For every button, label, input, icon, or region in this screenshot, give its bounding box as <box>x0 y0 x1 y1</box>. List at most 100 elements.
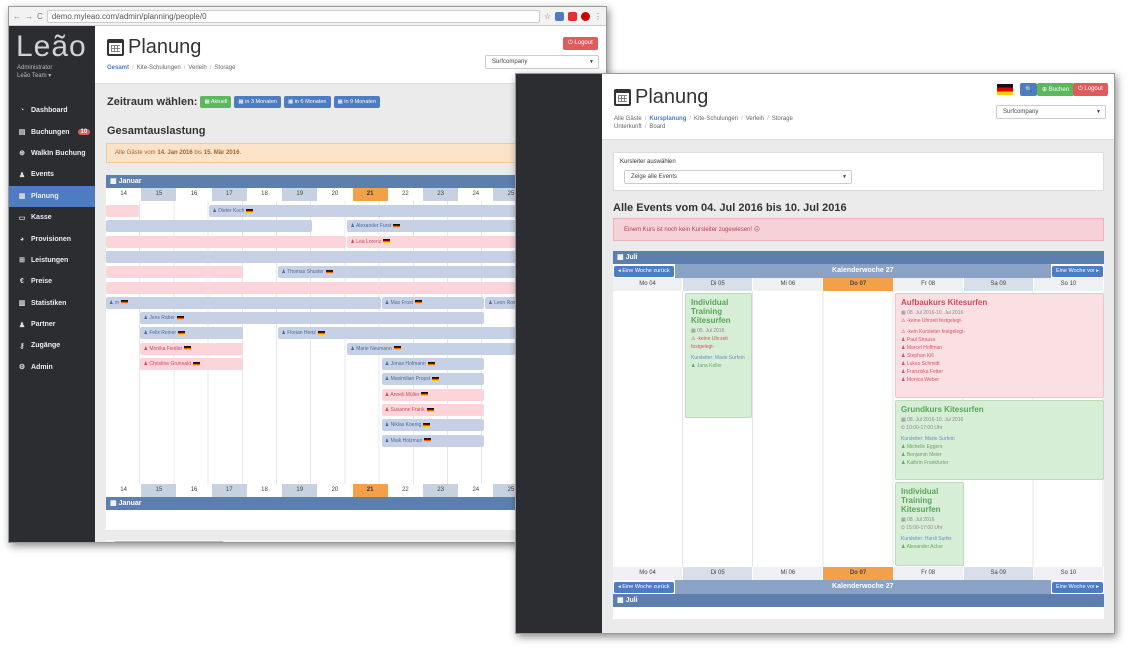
sidebar-item-leistungen[interactable]: ⊞ Leistungen <box>9 250 95 271</box>
sidebar-item-dashboard[interactable]: ◔ Dashboard <box>9 100 95 121</box>
german-flag-icon <box>424 438 432 443</box>
page-title: Planung <box>614 86 708 109</box>
booking-bar[interactable]: ♟ Maik Holzman <box>381 434 485 447</box>
booking-bar[interactable] <box>106 281 519 294</box>
breadcrumb-link[interactable]: Board <box>649 124 666 130</box>
day-cell: 23 <box>422 188 459 201</box>
booking-bar[interactable]: ♟ Jonas Hofmann <box>381 358 485 370</box>
booking-bar[interactable]: ♟ Christine Gruneald <box>140 358 243 370</box>
user-role: Administrator <box>17 65 53 71</box>
breadcrumb-link[interactable]: Unterkunft <box>614 124 642 130</box>
breadcrumb-link[interactable]: Kursplanung <box>649 116 687 122</box>
zeitraum-3m-button[interactable]: ▦ in 3 Monaten <box>234 96 281 108</box>
scroll-thumb[interactable] <box>114 541 224 542</box>
person-icon: ♟ <box>281 269 288 276</box>
breadcrumb-link[interactable]: Alle Gäste <box>614 116 642 122</box>
back-icon[interactable]: ← <box>13 11 21 21</box>
breadcrumb-link[interactable]: Storage <box>214 65 236 71</box>
breadcrumb-link[interactable]: Kite-Schulungen <box>136 65 181 71</box>
booking-bar[interactable] <box>106 205 140 217</box>
calendar-icon <box>614 89 631 106</box>
horizontal-scrollbar[interactable] <box>106 540 599 542</box>
sidebar-item-events[interactable]: ♟ Events <box>9 164 95 185</box>
booking-bar[interactable]: ♟ Monika Fiedler <box>140 342 243 355</box>
booking-bar[interactable] <box>106 235 347 248</box>
german-flag-icon <box>246 208 254 213</box>
german-flag-icon[interactable] <box>997 84 1013 95</box>
sidebar-item-label: Statistiken <box>31 299 67 307</box>
address-bar[interactable]: demo.myleao.com/admin/planning/people/0 <box>46 9 540 23</box>
guest-name: Susanne Frank <box>390 406 425 413</box>
sidebar-item-walkin-buchung[interactable]: ⊕ WalkIn Buchung <box>9 143 95 164</box>
booking-bar[interactable]: ♟ Maximilian Propst <box>381 373 485 386</box>
prev-week-button[interactable]: ◂ Eine Woche zurück <box>614 265 674 277</box>
next-week-button[interactable]: Eine Woche vor ▸ <box>1051 265 1103 277</box>
reload-icon[interactable]: C <box>37 11 43 21</box>
breadcrumb-separator: / <box>644 124 647 130</box>
star-icon[interactable]: ☆ <box>543 11 551 21</box>
event-card[interactable]: Individual Training Kitesurfen ▦ 05. Jul… <box>685 293 752 418</box>
event-card[interactable]: Grundkurs Kitesurfen ▦ 08. Jul 2016-10. … <box>895 400 1104 480</box>
sidebar-item-kasse[interactable]: ▭ Kasse <box>9 207 95 228</box>
guest-name: Alexander Acker <box>906 544 944 550</box>
sidebar-item-statistiken[interactable]: ▥ Statistiken <box>9 293 95 314</box>
prev-week-button[interactable]: ◂ Eine Woche zurück <box>614 581 674 593</box>
booking-bar[interactable]: ♟ m <box>106 296 381 309</box>
event-card[interactable]: Individual Training Kitesurfen ▦ 08. Jul… <box>895 482 964 566</box>
forward-icon[interactable]: → <box>25 11 33 21</box>
zeitraum-6m-button[interactable]: ▦ in 6 Monaten <box>283 96 331 108</box>
company-select[interactable]: Surfcompany ▼ <box>485 55 599 69</box>
weekday-cell: Fr 08 <box>893 567 964 580</box>
zeitraum-aktuell-label: Aktuell <box>210 99 228 105</box>
buchen-button[interactable]: ⊕ Buchen <box>1037 83 1075 96</box>
section-title: Alle Events vom 04. Jul 2016 bis 10. Jul… <box>613 202 847 214</box>
booking-bar[interactable]: ♟ Dieter Koch <box>209 205 519 217</box>
company-select[interactable]: Surfcompany ▼ <box>996 105 1106 119</box>
booking-bar[interactable]: ♟ Felix Reiner <box>140 327 243 340</box>
team-select[interactable]: Leão Team ▾ <box>17 73 52 79</box>
sidebar-item-preise[interactable]: € Preise <box>9 271 95 292</box>
breadcrumb-link[interactable]: Verleih <box>745 116 765 122</box>
weekday-cell: Mi 06 <box>753 567 824 580</box>
breadcrumb-link[interactable]: Gesamt <box>107 65 130 71</box>
guest-name: Florian Hertz <box>287 330 316 337</box>
page-header: Planung Alle Gäste / Kursplanung / Kite-Schu… <box>602 74 1114 140</box>
booking-bar[interactable] <box>106 250 519 263</box>
booking-bar[interactable] <box>106 266 243 279</box>
booking-bar[interactable]: ♟ Anneli Müller <box>381 388 485 401</box>
event-guest: ♟ Kathrin Frankfurter <box>901 460 949 466</box>
search-button[interactable]: 🔍 <box>1020 83 1038 96</box>
logout-button[interactable]: ⏻ Logout <box>563 37 598 50</box>
event-title: Grundkurs Kitesurfen <box>901 405 984 414</box>
next-week-button[interactable]: Eine Woche vor ▸ <box>1051 581 1103 593</box>
sidebar-item-planung[interactable]: ▦ Planung <box>9 185 95 207</box>
breadcrumb-link[interactable]: Verleih <box>188 65 207 71</box>
zeitraum-aktuell-button[interactable]: ▦ Aktuell <box>200 96 232 108</box>
week-nav: ◂ Eine Woche zurück Kalenderwoche 27 Ein… <box>613 264 1104 278</box>
sidebar-item-buchungen[interactable]: ▤ Buchungen 10 <box>9 121 95 142</box>
kursleiter-select[interactable]: Zeige alle Events ▼ <box>624 170 852 184</box>
breadcrumb-link[interactable]: Kite-Schulungen <box>694 116 739 122</box>
adblock-icon[interactable] <box>581 11 590 21</box>
dashboard-icon: ◔ <box>19 107 25 115</box>
day-footer: 1415161718192021222324252627 <box>106 484 599 497</box>
booking-bar[interactable] <box>106 220 312 233</box>
extension-icon[interactable] <box>568 11 577 21</box>
booking-bar[interactable]: ♟ Niklas Koenig <box>381 419 485 432</box>
sidebar-item-provisionen[interactable]: ◕ Provisionen <box>9 228 95 249</box>
person-icon: ♟ <box>281 330 288 337</box>
date-text: 08. Jul 2016-10. Jul 2016 <box>907 310 964 316</box>
booking-bar[interactable]: ♟ Florian Hertz <box>278 327 519 340</box>
breadcrumb-link[interactable]: Storage <box>771 116 793 122</box>
booking-bar[interactable]: ♟ Susanne Frank <box>381 403 485 416</box>
booking-bar[interactable]: ♟ Max Frost <box>381 296 485 309</box>
sidebar-item-zugänge[interactable]: ⚷ Zugänge <box>9 335 95 356</box>
sidebar-item-partner[interactable]: ♟ Partner <box>9 314 95 335</box>
menu-icon[interactable]: ⋮ <box>594 11 602 21</box>
event-card[interactable]: Aufbaukurs Kitesurfen ▦ 08. Jul 2016-10.… <box>895 293 1104 398</box>
sidebar-item-admin[interactable]: ⚙ Admin <box>9 357 95 378</box>
logout-button[interactable]: ⏻ Logout <box>1073 83 1108 96</box>
zeitraum-9m-button[interactable]: ▦ in 9 Monaten <box>333 96 381 108</box>
booking-bar[interactable]: ♟ Jens Raber <box>140 312 485 325</box>
extension-icon[interactable] <box>555 11 564 21</box>
